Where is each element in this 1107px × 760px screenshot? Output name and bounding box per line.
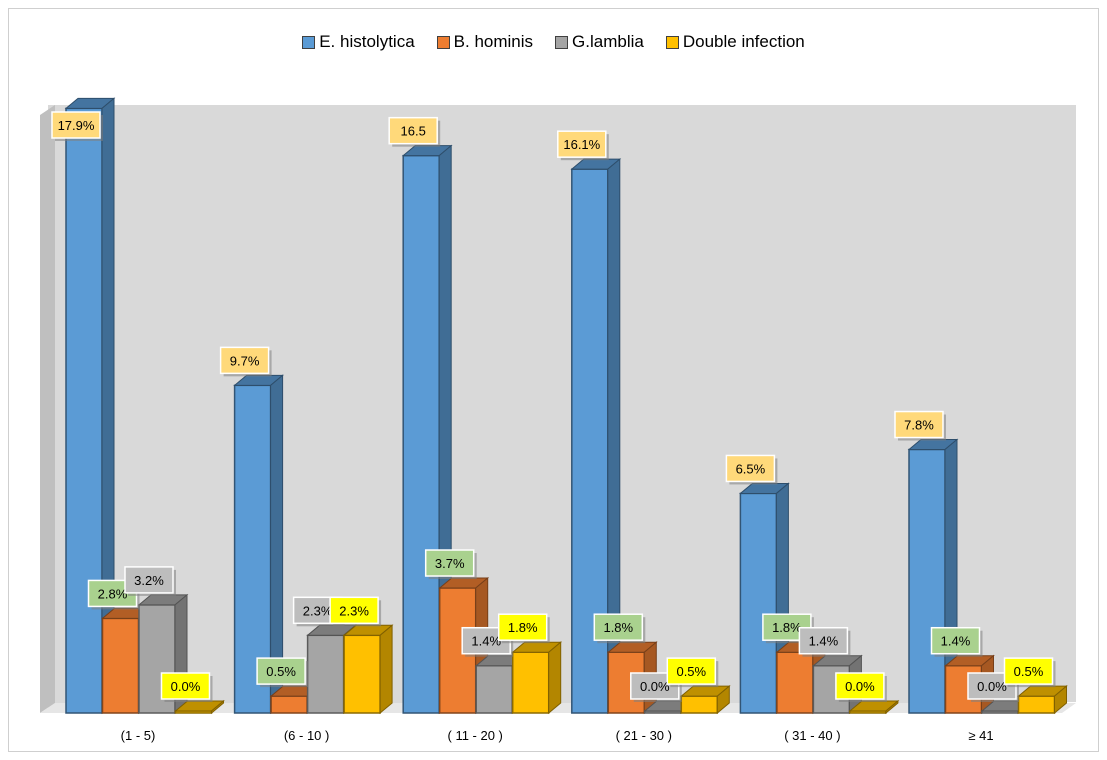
bar-double-infection	[511, 641, 563, 715]
svg-text:7.8%: 7.8%	[904, 418, 934, 433]
svg-text:0.0%: 0.0%	[640, 679, 670, 694]
category-label: (6 - 10 )	[284, 728, 330, 743]
legend-swatch	[436, 35, 450, 49]
data-label: 2.3%	[329, 596, 382, 627]
svg-text:1.8%: 1.8%	[508, 620, 538, 635]
svg-text:3.2%: 3.2%	[134, 573, 164, 588]
svg-text:2.8%: 2.8%	[98, 586, 128, 601]
svg-text:0.0%: 0.0%	[845, 679, 875, 694]
data-label: 1.4%	[930, 626, 983, 657]
chart-legend: E. histolytica B. hominis G.lamblia Double …	[0, 32, 1107, 52]
svg-text:0.0%: 0.0%	[977, 679, 1007, 694]
legend-swatch	[555, 35, 569, 49]
svg-text:1.4%: 1.4%	[471, 634, 501, 649]
data-label: 7.8%	[894, 410, 946, 441]
bar-e-histolytica	[401, 144, 453, 715]
bar-e-histolytica	[64, 97, 116, 715]
data-label: 3.7%	[424, 549, 477, 580]
data-label: 1.8%	[497, 613, 550, 644]
svg-text:6.5%: 6.5%	[736, 461, 766, 476]
data-label: 0.5%	[666, 657, 719, 688]
legend-swatch	[302, 35, 316, 49]
data-label: 0.5%	[1003, 657, 1056, 688]
data-label: 16.1%	[557, 130, 609, 161]
data-label: 3.2%	[124, 566, 176, 596]
svg-text:1.8%: 1.8%	[603, 620, 633, 635]
svg-text:1.4%: 1.4%	[941, 634, 971, 649]
svg-text:0.5%: 0.5%	[266, 664, 296, 679]
svg-text:16.5: 16.5	[401, 124, 426, 139]
svg-text:1.8%: 1.8%	[772, 620, 802, 635]
category-label: ( 11 - 20 )	[448, 728, 503, 743]
data-label: 0.5%	[256, 657, 309, 688]
bar-double-infection	[1017, 685, 1068, 715]
category-label: ≥ 41	[968, 728, 993, 743]
svg-text:2.3%: 2.3%	[339, 603, 369, 618]
legend-item-double-infection: Double infection	[665, 32, 805, 52]
data-label: 16.5	[388, 116, 441, 147]
svg-text:0.0%: 0.0%	[171, 679, 201, 694]
legend-item-b-hominis: B. hominis	[436, 32, 534, 52]
svg-text:0.5%: 0.5%	[1014, 664, 1044, 679]
data-label: 17.9%	[51, 111, 103, 141]
bar-double-infection	[342, 624, 394, 715]
data-label: 6.5%	[725, 454, 778, 485]
svg-text:1.4%: 1.4%	[809, 634, 839, 649]
legend-item-e-histolytica: E. histolytica	[302, 32, 415, 52]
svg-text:16.1%: 16.1%	[563, 137, 600, 152]
svg-text:3.7%: 3.7%	[435, 556, 465, 571]
bar-double-infection	[174, 699, 225, 715]
legend-item-g-lamblia: G.lamblia	[555, 32, 644, 52]
svg-text:9.7%: 9.7%	[230, 353, 260, 368]
legend-label: G.lamblia	[572, 32, 644, 51]
legend-label: B. hominis	[453, 32, 534, 51]
category-label: ( 31 - 40 )	[784, 728, 840, 743]
bar-double-infection	[679, 685, 731, 715]
data-label: 1.4%	[798, 626, 851, 657]
data-label: 0.0%	[835, 672, 887, 702]
data-label: 0.0%	[160, 672, 213, 702]
legend-label: E. histolytica	[319, 32, 415, 51]
side-wall	[40, 105, 55, 713]
svg-text:17.9%: 17.9%	[58, 118, 95, 133]
legend-label: Double infection	[682, 32, 805, 51]
category-label: (1 - 5)	[121, 728, 156, 743]
svg-text:2.3%: 2.3%	[303, 603, 333, 618]
bar-double-infection	[848, 699, 900, 715]
category-label: ( 21 - 30 )	[616, 728, 672, 743]
data-label: 1.8%	[593, 613, 646, 644]
data-label: 9.7%	[219, 346, 272, 377]
legend-swatch	[665, 35, 679, 49]
svg-text:0.5%: 0.5%	[676, 664, 706, 679]
back-wall	[48, 105, 1076, 713]
